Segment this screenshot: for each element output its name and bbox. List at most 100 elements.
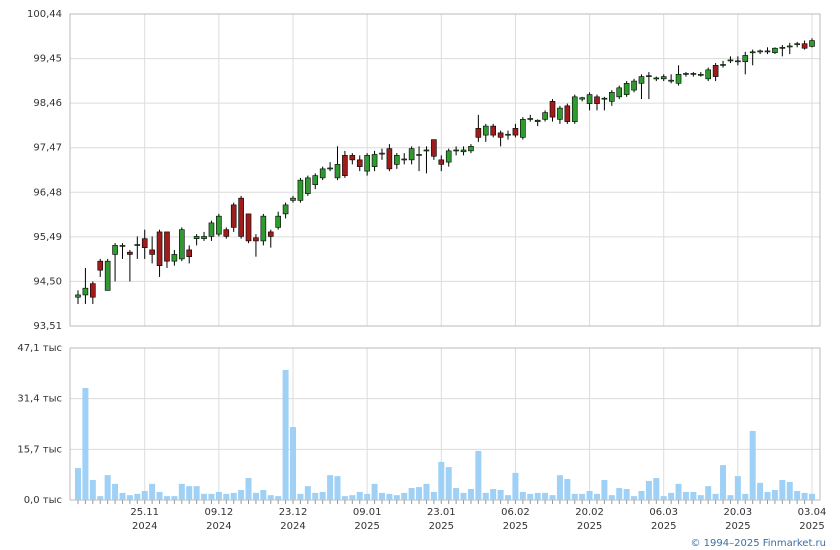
candle-body xyxy=(216,215,222,235)
y-tick-label: 100,44 xyxy=(27,9,62,20)
candle-body xyxy=(90,283,96,298)
candle-body xyxy=(371,154,378,167)
candle-body xyxy=(394,155,400,165)
candle-body xyxy=(564,105,571,122)
y-tick-label: 96,48 xyxy=(33,187,62,198)
candle-body xyxy=(460,149,467,153)
volume-bar xyxy=(623,489,630,500)
candle-body xyxy=(749,51,756,54)
volume-bar xyxy=(290,427,297,500)
candle-body xyxy=(193,236,200,239)
candle-body xyxy=(445,150,452,163)
volume-bar xyxy=(638,490,645,500)
candle-body xyxy=(245,213,252,242)
candle-body xyxy=(764,50,771,53)
candle-body xyxy=(720,64,726,66)
candle-body xyxy=(646,75,652,77)
candle-body xyxy=(112,245,118,255)
volume-bar xyxy=(631,496,638,500)
volume-bar xyxy=(460,492,467,500)
volume-bar xyxy=(490,489,497,500)
candle-body xyxy=(282,204,289,215)
volume-bar xyxy=(334,476,341,500)
volume-bar xyxy=(675,483,682,500)
candle-body xyxy=(490,125,496,136)
volume-bar xyxy=(327,475,334,500)
x-tick-label: 09.12 2024 xyxy=(205,507,234,532)
volume-bar xyxy=(82,388,89,500)
volume-bar xyxy=(668,492,675,500)
volume-bar xyxy=(690,491,697,500)
candle-body xyxy=(468,146,474,152)
candle-body xyxy=(579,97,585,100)
volume-bar xyxy=(757,482,764,500)
plot-frame xyxy=(69,13,821,327)
volume-bar xyxy=(764,491,771,500)
volume-bar xyxy=(430,491,437,500)
volume-bar xyxy=(512,472,519,500)
volume-bar xyxy=(208,493,215,500)
volume-bar xyxy=(163,496,170,500)
volume-bar xyxy=(112,483,119,500)
volume-bar xyxy=(364,493,371,500)
volume-bar xyxy=(193,486,200,500)
volume-bar xyxy=(519,491,526,500)
volume-bar xyxy=(201,493,208,500)
candle-body xyxy=(230,204,237,228)
candle-body xyxy=(482,125,489,136)
volume-bar xyxy=(104,475,111,500)
volume-bar xyxy=(312,492,319,500)
volume-bar xyxy=(467,489,474,500)
volume-bar xyxy=(601,479,608,500)
candle-body xyxy=(438,159,445,165)
volume-bar xyxy=(593,493,600,500)
volume-bar xyxy=(356,491,363,500)
candle-body xyxy=(512,128,519,136)
candle-body xyxy=(697,74,704,76)
candle-body xyxy=(260,215,267,242)
volume-bar xyxy=(319,491,326,500)
x-tick-label: 09.01 2025 xyxy=(353,507,382,532)
volume-bar xyxy=(438,461,445,500)
volume-bar xyxy=(497,489,504,500)
volume-bar xyxy=(579,493,586,500)
volume-bar xyxy=(119,492,126,500)
x-tick-label: 25.11 2024 xyxy=(130,507,159,532)
y-tick-label: 0,0 тыс xyxy=(24,495,62,506)
x-tick-label: 06.03 2025 xyxy=(649,507,678,532)
volume-bar xyxy=(801,492,808,500)
candle-body xyxy=(386,148,393,170)
volume-bar xyxy=(720,465,727,500)
candle-body xyxy=(141,238,148,248)
x-tick-label: 20.02 2025 xyxy=(575,507,604,532)
candle-body xyxy=(520,119,526,138)
candle-body xyxy=(356,159,363,167)
volume-bar xyxy=(571,493,578,500)
candle-body xyxy=(178,229,185,260)
candle-body xyxy=(453,149,459,152)
candle-body xyxy=(631,80,637,91)
candle-body xyxy=(134,244,141,246)
volume-bar xyxy=(282,369,289,500)
candle-body xyxy=(349,155,356,161)
volume-bar xyxy=(186,486,193,500)
x-tick-label: 06.02 2025 xyxy=(501,507,530,532)
volume-bar xyxy=(97,496,104,500)
volume-bar xyxy=(645,480,652,500)
volume-bar xyxy=(705,486,712,500)
volume-bar xyxy=(475,450,482,500)
volume-bar xyxy=(653,478,660,500)
candle-body xyxy=(638,76,645,84)
candle-body xyxy=(104,260,111,291)
volume-bar xyxy=(771,489,778,500)
candle-body xyxy=(757,50,763,53)
volume-bar xyxy=(126,495,133,500)
candle-body xyxy=(379,152,385,155)
y-tick-label: 94,50 xyxy=(33,276,62,287)
volume-bar xyxy=(297,493,304,500)
x-tick-label: 20.03 2025 xyxy=(724,507,753,532)
candle-body xyxy=(156,231,163,266)
candle-body xyxy=(668,79,674,82)
